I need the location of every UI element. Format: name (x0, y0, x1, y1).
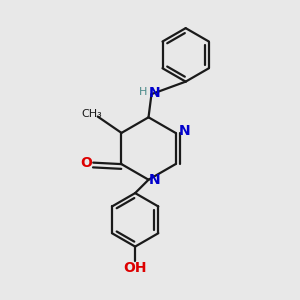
Text: OH: OH (123, 261, 147, 275)
Text: CH₃: CH₃ (81, 109, 102, 119)
Text: H: H (139, 87, 147, 97)
Text: O: O (80, 156, 92, 170)
Text: N: N (148, 85, 160, 100)
Text: N: N (178, 124, 190, 138)
Text: N: N (149, 173, 161, 187)
